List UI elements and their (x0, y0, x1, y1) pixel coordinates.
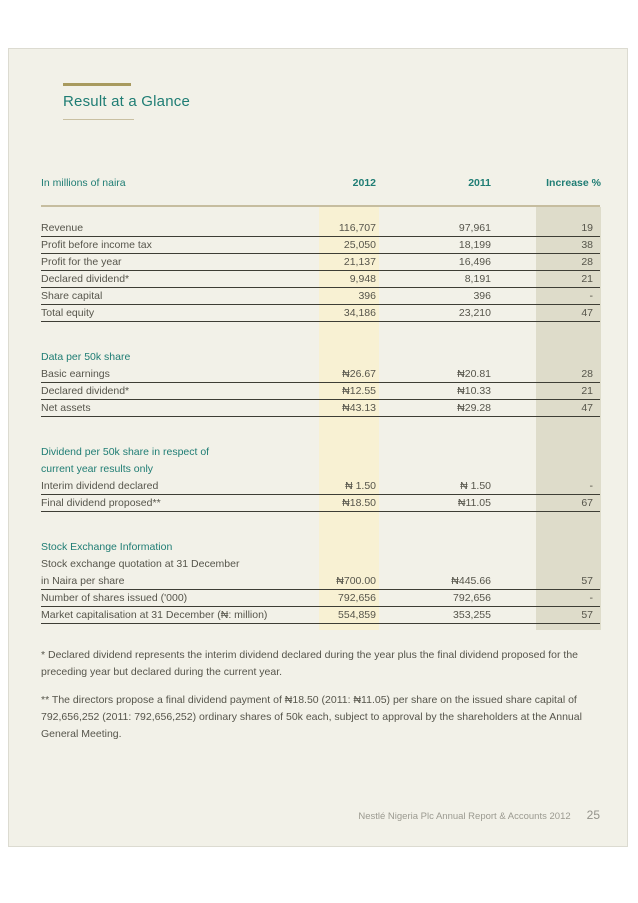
table-row: Number of shares issued ('000) 792,656 792… (41, 590, 600, 607)
value-2011: ₦11.05 (457, 497, 491, 509)
table-row: Profit before income tax 25,050 18,199 38 (41, 237, 600, 254)
results-table: In millions of naira 2012 2011 Increase … (41, 175, 601, 630)
row-label: Market capitalisation at 31 December (₦:… (41, 609, 268, 621)
table-row: Profit for the year 21,137 16,496 28 (41, 254, 600, 271)
value-increase: 57 (581, 575, 593, 587)
section-heading: Data per 50k share (41, 351, 131, 363)
column-header-2012: 2012 (352, 177, 376, 189)
section-heading: Dividend per 50k share in respect of (41, 446, 210, 458)
value-increase: 21 (581, 385, 593, 397)
value-2011: 23,210 (458, 307, 491, 319)
value-2011: 18,199 (458, 239, 491, 251)
column-header-2011: 2011 (468, 177, 491, 189)
row-pre-label: Stock exchange quotation at 31 December (41, 558, 240, 570)
row-label: Total equity (41, 307, 95, 319)
value-2011: ₦445.66 (451, 575, 491, 587)
table-row: Revenue 116,707 97,961 19 (41, 220, 600, 237)
table-body: Revenue 116,707 97,961 19 Profit before inco… (41, 207, 601, 630)
value-increase: 19 (581, 222, 593, 234)
table-row: Share capital 396 396 - (41, 288, 600, 305)
table-row: Interim dividend declared ₦ 1.50 ₦ 1.50 - (41, 478, 600, 495)
title-accent-bar (63, 83, 131, 86)
row-label: Number of shares issued ('000) (41, 592, 188, 604)
row-label: Declared dividend* (41, 273, 130, 285)
footnote: * Declared dividend represents the inter… (41, 649, 578, 678)
report-page: Result at a Glance In millions of naira … (8, 48, 628, 847)
footer-text: Nestlé Nigeria Plc Annual Report & Accou… (358, 811, 571, 822)
row-label: Final dividend proposed** (41, 497, 161, 509)
value-2012: ₦700.00 (336, 575, 376, 587)
title-block: Result at a Glance (63, 83, 600, 120)
value-increase: 47 (581, 402, 593, 414)
value-2011: 16,496 (458, 256, 491, 268)
value-increase: 28 (581, 256, 593, 268)
table-header-row: In millions of naira 2012 2011 Increase … (41, 175, 601, 192)
row-label: Declared dividend* (41, 385, 130, 397)
value-2012: ₦ 1.50 (345, 480, 376, 492)
value-2012: 9,948 (349, 273, 376, 285)
row-label: Share capital (41, 290, 103, 302)
row-label: in Naira per share (41, 575, 125, 587)
value-2011: ₦29.28 (457, 402, 491, 414)
page-number: 25 (586, 808, 600, 822)
row-label: Revenue (41, 222, 84, 234)
value-increase: 67 (581, 497, 593, 509)
section-heading: current year results only (41, 463, 154, 475)
table-header-rule (41, 205, 600, 207)
footnote: ** The directors propose a final dividen… (41, 694, 582, 740)
value-2011: 97,961 (458, 222, 491, 234)
table-row: Final dividend proposed** ₦18.50 ₦11.05 67 (41, 495, 600, 512)
value-2011: 8,191 (464, 273, 491, 285)
value-increase: 21 (581, 273, 593, 285)
table-row: Market capitalisation at 31 December (₦:… (41, 607, 600, 624)
table-row: Total equity 34,186 23,210 47 (41, 305, 600, 322)
value-2012: ₦12.55 (342, 385, 376, 397)
title-underline (63, 119, 134, 120)
value-2012: 116,707 (338, 222, 376, 234)
value-2011: 353,255 (453, 609, 491, 621)
value-increase: 38 (581, 239, 593, 251)
value-2012: 396 (358, 290, 376, 302)
value-increase: - (589, 290, 594, 302)
value-2012: ₦18.50 (342, 497, 376, 509)
value-2012: ₦26.67 (342, 368, 376, 380)
value-2011: 396 (473, 290, 491, 302)
value-2012: 554,859 (338, 609, 376, 621)
value-2012: 25,050 (343, 239, 376, 251)
row-label: Basic earnings (41, 368, 110, 380)
table-row: Basic earnings ₦26.67 ₦20.81 28 (41, 366, 600, 383)
value-2012: ₦43.13 (342, 402, 376, 414)
value-2012: 21,137 (343, 256, 376, 268)
table-row: in Naira per share ₦700.00 ₦445.66 57 (41, 573, 600, 590)
row-label: Interim dividend declared (41, 480, 159, 492)
value-2012: 792,656 (338, 592, 376, 604)
row-label: Net assets (41, 402, 91, 414)
table-row: Declared dividend* ₦12.55 ₦10.33 21 (41, 383, 600, 400)
value-increase: 47 (581, 307, 593, 319)
page-title: Result at a Glance (63, 93, 190, 110)
value-2012: 34,186 (343, 307, 376, 319)
section-heading: Stock Exchange Information (41, 541, 173, 553)
highlight-band-2012 (319, 207, 379, 630)
column-header-increase: Increase % (546, 177, 601, 189)
unit-label: In millions of naira (41, 177, 126, 189)
value-increase: 57 (581, 609, 593, 621)
footnotes: * Declared dividend represents the inter… (41, 647, 600, 743)
value-increase: - (589, 480, 594, 492)
highlight-band-increase (536, 207, 601, 630)
value-2011: 792,656 (453, 592, 491, 604)
value-2011: ₦10.33 (457, 385, 491, 397)
table-row: Declared dividend* 9,948 8,191 21 (41, 271, 600, 288)
page-footer: Nestlé Nigeria Plc Annual Report & Accou… (41, 808, 600, 822)
value-2011: ₦20.81 (457, 368, 491, 380)
row-label: Profit before income tax (41, 239, 152, 251)
row-label: Profit for the year (41, 256, 122, 268)
value-increase: 28 (581, 368, 593, 380)
value-increase: - (589, 592, 594, 604)
table-row: Net assets ₦43.13 ₦29.28 47 (41, 400, 600, 417)
value-2011: ₦ 1.50 (460, 480, 491, 492)
